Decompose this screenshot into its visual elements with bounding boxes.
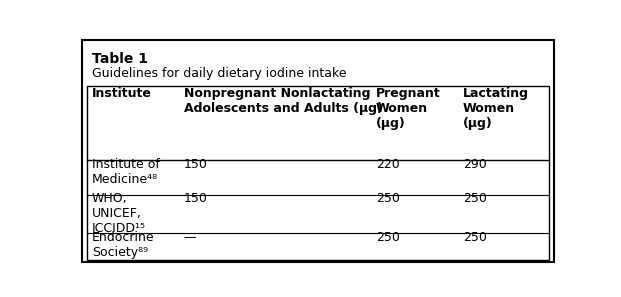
- Text: 250: 250: [376, 192, 400, 205]
- Text: Table 1: Table 1: [92, 52, 148, 66]
- Text: 250: 250: [463, 231, 486, 244]
- Text: 290: 290: [463, 158, 486, 171]
- Text: 250: 250: [376, 231, 400, 244]
- Bar: [87, 86, 549, 260]
- Text: 150: 150: [184, 158, 207, 171]
- Text: Endocrine
Society⁸⁹: Endocrine Society⁸⁹: [92, 231, 155, 259]
- Text: Guidelines for daily dietary iodine intake: Guidelines for daily dietary iodine inta…: [92, 67, 347, 80]
- Text: WHO,
UNICEF,
ICCIDD¹⁵: WHO, UNICEF, ICCIDD¹⁵: [92, 192, 146, 235]
- Text: 150: 150: [184, 192, 207, 205]
- Text: 220: 220: [376, 158, 400, 171]
- Text: Institute: Institute: [92, 87, 152, 100]
- Text: Nonpregnant Nonlactating
Adolescents and Adults (μg): Nonpregnant Nonlactating Adolescents and…: [184, 87, 383, 115]
- Text: Institute of
Medicine⁴⁸: Institute of Medicine⁴⁸: [92, 158, 160, 186]
- Text: —: —: [184, 231, 196, 244]
- Text: 250: 250: [463, 192, 486, 205]
- Text: Lactating
Women
(μg): Lactating Women (μg): [463, 87, 528, 130]
- Text: Pregnant
Women
(μg): Pregnant Women (μg): [376, 87, 441, 130]
